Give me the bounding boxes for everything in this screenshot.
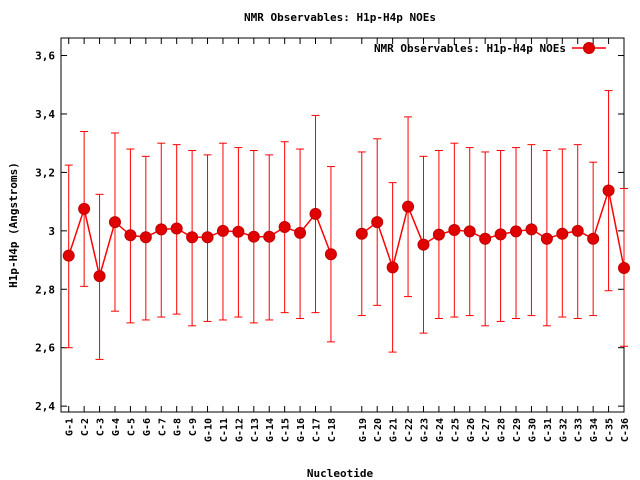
data-point (186, 231, 199, 244)
data-point (309, 207, 322, 220)
x-tick-label: C-27 (481, 418, 492, 442)
x-axis-ticks: G-1 C-2 C-3 G-4 C-5 G-6 C-7 G-8 C-9 G-10 C-11 G-12 C… (65, 38, 631, 442)
x-tick-label: C-13 (250, 418, 261, 442)
x-tick-label: C-15 (281, 418, 292, 442)
x-tick-label: C-2 (80, 418, 91, 436)
legend-label: NMR Observables: H1p-H4p NOEs (374, 42, 566, 55)
data-point (263, 230, 276, 243)
x-tick-label: G-14 (265, 418, 276, 442)
data-point (494, 228, 507, 241)
chart-title: NMR Observables: H1p-H4p NOEs (244, 11, 436, 24)
data-point (294, 226, 307, 239)
data-point (402, 200, 415, 213)
y-tick-label: 2,4 (35, 400, 55, 413)
x-tick-label: C-20 (373, 418, 384, 442)
data-point (510, 225, 523, 238)
data-point (139, 231, 152, 244)
x-tick-label: C-29 (512, 418, 523, 442)
x-tick-label: C-33 (574, 418, 585, 442)
x-tick-label: G-19 (358, 418, 369, 442)
x-tick-label: C-3 (96, 418, 107, 436)
x-tick-label: G-30 (527, 418, 538, 442)
x-tick-label: G-23 (419, 418, 430, 442)
x-axis-label: Nucleotide (307, 467, 374, 480)
x-tick-label: C-11 (219, 418, 230, 442)
data-point (155, 223, 168, 236)
data-point (108, 216, 121, 229)
series-group (62, 90, 630, 360)
x-tick-label: C-18 (327, 418, 338, 442)
x-tick-label: C-22 (404, 418, 415, 442)
data-point (618, 261, 630, 274)
data-point (232, 225, 245, 238)
x-tick-label: G-10 (204, 418, 215, 442)
data-point (448, 223, 461, 236)
data-point (355, 227, 368, 240)
y-axis-label: H1p-H4p (Angstroms) (7, 162, 20, 288)
y-tick-label: 3,2 (35, 166, 55, 179)
series-line (361, 187, 625, 271)
x-tick-label: G-21 (389, 418, 400, 442)
data-point (78, 202, 91, 215)
data-point (556, 227, 569, 240)
x-tick-label: G-34 (589, 418, 600, 442)
data-point (463, 225, 476, 238)
data-point (62, 249, 75, 262)
x-tick-label: G-24 (435, 418, 446, 442)
data-point (571, 224, 584, 237)
data-point (278, 221, 291, 234)
data-point (602, 184, 615, 197)
data-point (93, 270, 106, 283)
x-tick-label: C-25 (450, 418, 461, 442)
y-tick-label: 3,6 (35, 50, 55, 63)
legend-marker (583, 42, 595, 54)
x-tick-label: C-5 (126, 418, 137, 436)
y-tick-label: 2,8 (35, 283, 55, 296)
data-point (587, 232, 600, 245)
y-tick-label: 3 (48, 225, 55, 238)
x-tick-label: G-4 (111, 418, 122, 436)
data-point (432, 228, 445, 241)
y-tick-label: 3,4 (35, 108, 55, 121)
x-tick-label: G-32 (558, 418, 569, 442)
data-point (417, 238, 430, 251)
x-tick-label: G-1 (65, 418, 76, 436)
data-point (170, 222, 183, 235)
data-point (371, 216, 384, 229)
x-tick-label: C-7 (157, 418, 168, 436)
x-tick-label: C-17 (312, 418, 323, 442)
x-tick-label: G-28 (497, 418, 508, 442)
legend: NMR Observables: H1p-H4p NOEs (374, 42, 606, 55)
y-tick-label: 2,6 (35, 342, 55, 355)
data-point (324, 248, 337, 261)
x-tick-label: C-31 (543, 418, 554, 442)
x-tick-label: G-16 (296, 418, 307, 442)
data-point (386, 261, 399, 274)
x-tick-label: G-26 (466, 418, 477, 442)
x-tick-label: C-35 (605, 418, 616, 442)
x-tick-label: C-36 (620, 418, 631, 442)
data-point (479, 232, 492, 245)
data-point (540, 232, 553, 245)
x-tick-label: G-6 (142, 418, 153, 436)
x-tick-label: G-12 (234, 418, 245, 442)
data-point (124, 229, 137, 242)
data-point (247, 230, 260, 243)
data-point (525, 223, 538, 236)
x-tick-label: C-9 (188, 418, 199, 436)
y-axis-ticks: 2,4 2,6 2,8 3 3,2 3,4 3,6 (35, 50, 624, 413)
x-tick-label: G-8 (173, 418, 184, 436)
series-line (67, 206, 332, 277)
data-point (201, 231, 214, 244)
data-point (216, 224, 229, 237)
